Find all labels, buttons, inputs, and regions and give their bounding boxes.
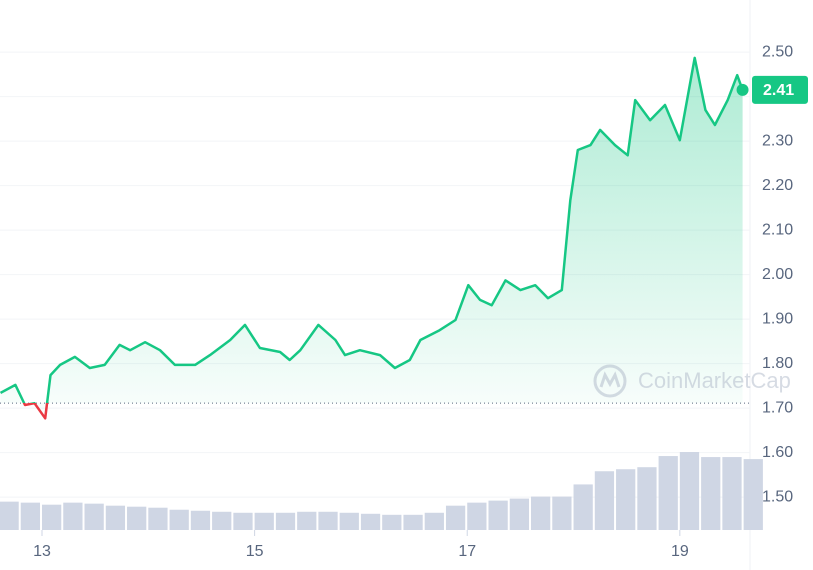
volume-bar	[509, 498, 530, 530]
volume-bar	[679, 452, 700, 530]
y-tick-label: 2.20	[762, 177, 793, 194]
volume-bar	[594, 471, 615, 530]
y-tick-label: 2.00	[762, 266, 793, 283]
watermark-logo	[593, 364, 627, 398]
volume-bar	[424, 512, 444, 530]
volume-bar	[445, 505, 466, 530]
volume-bar	[84, 503, 104, 530]
volume-bar	[127, 506, 147, 530]
volume-bar	[573, 484, 593, 530]
volume-bar	[318, 511, 338, 530]
y-tick-label: 2.50	[762, 43, 793, 60]
volume-bar	[233, 512, 253, 530]
x-tick-label: 13	[33, 543, 51, 560]
volume-bar	[467, 502, 487, 530]
volume-bar	[212, 511, 232, 530]
volume-bar	[0, 501, 19, 530]
x-tick-label: 19	[671, 543, 689, 560]
watermark: CoinMarketCap	[593, 364, 791, 398]
price-badge-label: 2.41	[763, 82, 794, 99]
price-area	[0, 57, 743, 419]
watermark-text: CoinMarketCap	[638, 368, 791, 393]
volume-bar	[148, 507, 168, 530]
last-point	[736, 83, 749, 96]
volume-bar	[339, 512, 359, 530]
volume-bar	[701, 457, 721, 530]
volume-bar	[169, 509, 189, 530]
volume-bar	[360, 513, 381, 530]
volume-bar	[552, 496, 572, 530]
volume-bar	[41, 504, 62, 530]
volume-bar	[254, 512, 274, 530]
volume-bar	[190, 510, 211, 530]
volume-bar	[531, 496, 551, 530]
watermark-logo-mark	[599, 371, 621, 388]
volume-bar	[382, 514, 402, 530]
x-tick-label: 15	[246, 543, 264, 560]
y-tick-label: 2.30	[762, 132, 793, 149]
volume-bar	[722, 457, 742, 530]
volume-bar	[275, 512, 296, 530]
y-tick-label: 1.90	[762, 310, 793, 327]
volume-bar	[743, 459, 763, 530]
volume-bar	[403, 514, 423, 530]
x-tick-label: 17	[458, 543, 476, 560]
volume-bar	[20, 502, 40, 530]
volume-bar	[63, 502, 83, 530]
volume-bar	[488, 500, 508, 530]
price-badge	[752, 75, 808, 104]
volume-bar	[658, 456, 678, 530]
y-tick-label: 1.50	[762, 488, 793, 505]
y-tick-label: 1.80	[762, 355, 793, 372]
volume-bar	[105, 505, 126, 530]
price-line	[0, 56, 744, 420]
y-tick-label: 1.70	[762, 399, 793, 416]
y-tick-label: 2.10	[762, 221, 793, 238]
y-tick-label: 1.60	[762, 444, 793, 461]
volume-bar	[637, 467, 657, 530]
volume-bar	[616, 469, 636, 530]
volume-bar	[297, 511, 317, 530]
